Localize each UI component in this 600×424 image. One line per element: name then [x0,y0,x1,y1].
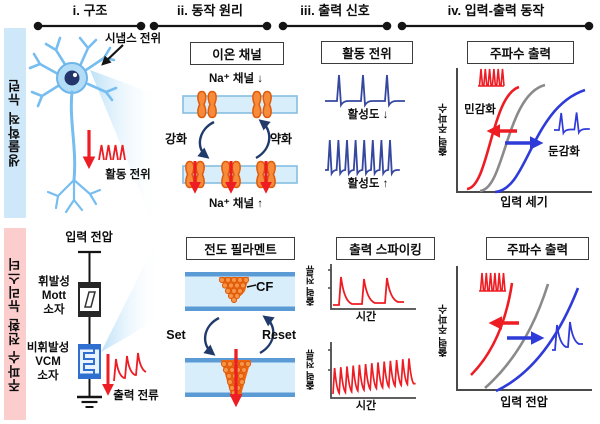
axon-terminals [46,178,102,214]
bio-graph-xlabel: 입력 세기 [500,195,548,209]
cf-pointer-line [246,284,257,288]
synapse-arrow [101,44,124,66]
strengthen-label: 강화 [164,132,188,146]
neuristor-graph-ylabel: 출력 주파수 [439,304,450,358]
vcm-device-icon [78,344,101,379]
axes [330,342,416,399]
neuristor-row-label: 주파수 전환 뉴리스터 [7,256,23,392]
spike-train-sparse [325,74,405,108]
header-output-signal: iii. 출력 신호 [300,3,370,18]
header-principle: ii. 동작 원리 [177,3,243,18]
curve-desensitized [495,287,580,393]
action-potential-box: 활동 전위 [321,41,413,64]
mini-blue-spike-train [554,112,590,136]
neuron-illustration [28,36,126,214]
weaken-arc [255,119,271,160]
ion-flow-arrows [189,161,272,194]
axes [456,68,592,193]
activity-down-label: 활성도 ↓ [347,109,389,121]
bio-row-label: 생물학적 뉴런 [7,78,23,168]
ion-channel-box: 이온 채널 [190,42,284,65]
curve-baseline [484,283,550,389]
output-spiking-box: 출력 스파이킹 [336,237,435,260]
axes [330,264,416,310]
sparse-plot-xlabel: 시간 [355,311,377,323]
current-trace-dense [332,358,416,396]
nucleus-highlight [72,72,78,78]
na-channel-down-label: Na⁺ 채널 ↓ [208,73,264,85]
frequency-output-box-bio: 주파수 출력 [467,41,574,64]
mott-label-line1: 휘발성 [38,276,70,288]
mini-red-spike-train [479,272,506,292]
spiking-plot-sparse [328,264,416,310]
spiking-plot-dense [328,342,416,399]
spike-train-dense [325,139,400,177]
conductive-filament-box: 전도 필라멘트 [186,237,295,260]
neuristor-io-graph [456,266,592,393]
bio-io-graph [456,68,592,194]
ground-icon [77,395,102,408]
synapse-potential-label: 시냅스 전위 [104,33,162,45]
header-rules [33,21,594,31]
set-label: Set [166,328,186,342]
curve-baseline [479,83,546,193]
current-trace-sparse [333,276,404,306]
cycle-arrows-neuristor [203,315,275,356]
action-potential-spikes-icon [98,144,126,161]
output-current-label: 출력 전류 [113,390,159,402]
header-io-behavior: iv. 입력-출력 동작 [447,3,545,18]
neuristor-circuit [77,250,147,408]
header-structure: i. 구조 [72,3,108,18]
membrane-upper [182,92,298,118]
vcm-label-line2: VCM [35,356,61,368]
neuristor-beam [101,234,160,352]
reset-arc [259,315,275,355]
weaken-label: 약화 [269,132,293,146]
cycle-arrows-bio [197,119,271,160]
sensitize-label: 민감화 [464,104,496,116]
filament-layer-upper [185,272,295,311]
curve-sensitized [470,282,514,376]
activity-up-label: 활성도 ↑ [347,178,389,190]
mott-label-line3: 소자 [43,304,65,316]
conductive-filament-partial-icon [218,276,250,304]
desensitize-label: 둔감화 [548,146,580,158]
frequency-output-box-neuristor: 주파수 출력 [486,237,589,260]
mott-device-icon [78,282,101,317]
curve-sensitized [466,85,520,191]
filament-layer-lower [185,349,295,408]
dendrites [28,36,118,108]
vcm-label-line1: 비휘발성 [26,342,70,354]
action-potential-label: 활동 전위 [105,169,151,181]
set-arc [203,316,220,356]
mott-label-line2: Mott [41,290,67,302]
output-current-spikes-icon [113,352,147,382]
mini-blue-spike-train [552,321,583,351]
vcm-label-line3: 소자 [37,370,59,382]
sparse-plot-ylabel: 출력 전류 [306,265,317,307]
axes [456,266,592,391]
na-channel-up-label: Na⁺ 채널 ↑ [208,198,264,210]
neuristor-row-strip [4,228,26,420]
cf-label: CF [256,279,274,294]
input-voltage-label: 입력 전압 [65,230,113,244]
dense-plot-xlabel: 시간 [355,400,377,412]
bio-row-strip [4,28,26,218]
reset-label: Reset [261,328,297,342]
mini-red-spike-train [478,68,505,87]
bio-graph-ylabel: 출력 주파수 [439,103,450,157]
neuristor-graph-xlabel: 입력 전압 [500,395,548,409]
dense-plot-ylabel: 출력 전류 [306,349,317,391]
strengthen-arc [197,120,215,159]
membrane-lower [182,161,298,194]
nucleus [64,70,80,86]
axon [69,90,77,182]
